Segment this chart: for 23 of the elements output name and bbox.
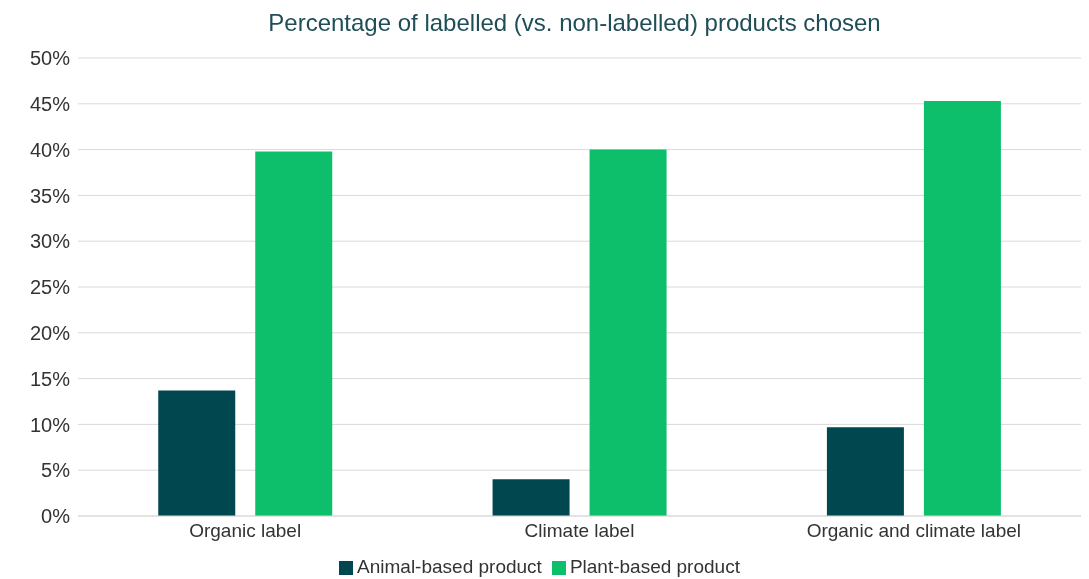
x-tick-label: Organic and climate label [806, 520, 1022, 542]
y-tick-label: 35% [29, 184, 71, 207]
legend-label: Plant-based product [569, 556, 740, 577]
y-tick-label: 30% [29, 230, 71, 253]
x-tick-label: Climate label [524, 520, 635, 542]
chart-title: Percentage of labelled (vs. non-labelled) products chosen [267, 8, 882, 38]
bar [492, 479, 570, 516]
y-tick-label: 25% [29, 276, 71, 299]
bar [923, 101, 1001, 516]
bar [826, 427, 904, 516]
y-tick-label: 0% [41, 505, 71, 528]
y-tick-label: 10% [29, 413, 71, 436]
x-tick-label: Organic label [189, 520, 302, 542]
y-tick-label: 20% [29, 321, 71, 344]
y-tick-label: 5% [41, 459, 71, 482]
y-tick-label: 15% [29, 367, 71, 390]
bar [255, 151, 333, 516]
bar [589, 149, 667, 516]
bar [158, 390, 236, 516]
y-tick-label: 50% [29, 47, 71, 70]
legend-label: Animal-based product [357, 556, 542, 577]
y-tick-label: 45% [29, 92, 71, 115]
y-tick-label: 40% [29, 138, 71, 161]
